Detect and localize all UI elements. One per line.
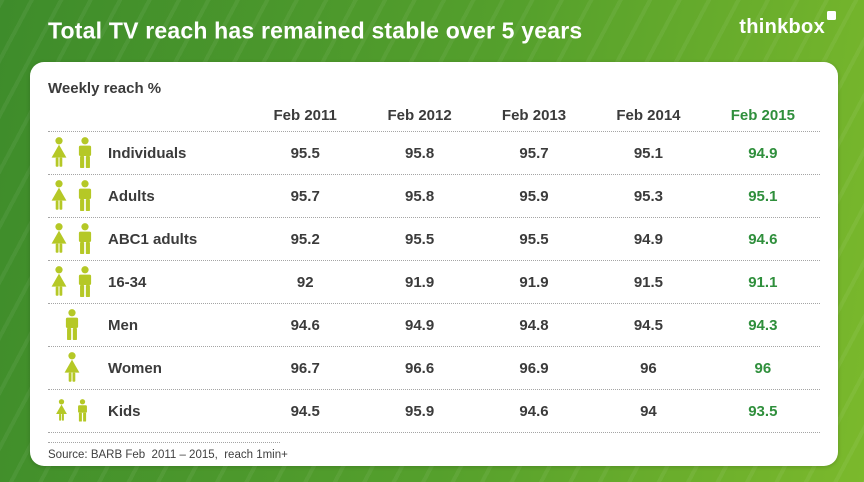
row-label: Kids: [108, 402, 141, 420]
logo-square-icon: [827, 11, 836, 20]
boy-icon: [75, 399, 90, 423]
value-cell: 91.5: [633, 273, 664, 291]
row-label: ABC1 adults: [108, 230, 198, 248]
slide-header: Total TV reach has remained stable over …: [0, 0, 864, 62]
woman-icon: [49, 137, 69, 170]
column-header-feb-2011: Feb 2011: [273, 107, 337, 124]
value-cell: 95.5: [405, 230, 435, 248]
woman-icon: [62, 352, 82, 385]
girl-icon: [54, 399, 69, 423]
source-divider: [48, 442, 280, 443]
value-cell: 95.5: [519, 230, 549, 248]
value-cell: 95.1: [633, 144, 664, 162]
table-header-row: Feb 2011 Feb 2012 Feb 2013 Feb 2014 Feb …: [48, 107, 820, 132]
value-cell-highlight: 94.3: [748, 316, 778, 334]
table-row-individuals: Individuals 95.5 95.8 95.7 95.1 94.9: [48, 132, 820, 175]
man-icon: [75, 223, 95, 256]
source-area: Source: BARB Feb 2011 – 2015, reach 1min…: [48, 433, 820, 461]
value-cell-highlight: 95.1: [748, 187, 778, 205]
man-icon: [75, 137, 95, 170]
value-cell: 95.9: [519, 187, 549, 205]
page-title: Total TV reach has remained stable over …: [48, 17, 583, 44]
row-label: Men: [108, 316, 138, 334]
thinkbox-logo: thinkbox: [739, 11, 836, 39]
value-cell-highlight: 94.9: [748, 144, 778, 162]
man-icon: [75, 266, 95, 299]
value-cell-highlight: 91.1: [748, 273, 778, 291]
source-note: Source: BARB Feb 2011 – 2015, reach 1min…: [48, 449, 288, 461]
column-header-feb-2014: Feb 2014: [616, 107, 681, 124]
value-cell: 95.5: [290, 144, 320, 162]
value-cell: 95.8: [405, 187, 435, 205]
value-cell: 95.2: [290, 230, 320, 248]
value-cell: 96: [640, 359, 657, 377]
value-cell-highlight: 94.6: [748, 230, 778, 248]
row-label: Adults: [108, 187, 155, 205]
value-cell: 91.9: [519, 273, 549, 291]
column-header-feb-2015: Feb 2015: [730, 107, 795, 124]
value-cell: 94.9: [405, 316, 435, 334]
value-cell: 91.9: [405, 273, 435, 291]
value-cell: 92: [296, 273, 314, 291]
table-row-adults: Adults 95.7 95.8 95.9 95.3 95.1: [48, 175, 820, 218]
value-cell: 95.9: [405, 402, 435, 420]
thinkbox-logo-text: thinkbox: [739, 16, 825, 38]
value-cell: 95.8: [405, 144, 435, 162]
value-cell: 94.5: [290, 402, 320, 420]
table-row-16-34: 16-34 92 91.9 91.9 91.5 91.1: [48, 261, 820, 304]
table-row-abc1-adults: ABC1 adults 95.2 95.5 95.5 94.9 94.6: [48, 218, 820, 261]
value-cell-highlight: 96: [754, 359, 772, 377]
value-cell: 95.7: [290, 187, 320, 205]
man-icon: [62, 309, 82, 342]
table-row-kids: Kids 94.5 95.9 94.6 94 93.5: [48, 390, 820, 433]
value-cell-highlight: 93.5: [748, 402, 778, 420]
value-cell: 96.7: [290, 359, 320, 377]
table-row-men: Men 94.6 94.9 94.8 94.5 94.3: [48, 304, 820, 347]
value-cell: 94.5: [633, 316, 664, 334]
data-card: Weekly reach % Feb 2011 Feb 2012 Feb 201…: [30, 62, 838, 466]
man-icon: [75, 180, 95, 213]
value-cell: 96.6: [405, 359, 435, 377]
value-cell: 95.7: [519, 144, 549, 162]
value-cell: 94.8: [519, 316, 549, 334]
value-cell: 95.3: [633, 187, 664, 205]
value-cell: 96.9: [519, 359, 549, 377]
value-cell: 94: [640, 402, 657, 420]
table-caption: Weekly reach %: [48, 80, 162, 97]
woman-icon: [49, 180, 69, 213]
table-row-women: Women 96.7 96.6 96.9 96 96: [48, 347, 820, 390]
woman-icon: [49, 223, 69, 256]
column-header-feb-2012: Feb 2012: [387, 107, 452, 124]
woman-icon: [49, 266, 69, 299]
column-header-feb-2013: Feb 2013: [501, 107, 567, 124]
value-cell: 94.6: [290, 316, 320, 334]
row-label: Women: [108, 359, 162, 377]
value-cell: 94.6: [519, 402, 549, 420]
row-label: Individuals: [108, 144, 187, 162]
row-label: 16-34: [108, 273, 147, 291]
value-cell: 94.9: [633, 230, 664, 248]
